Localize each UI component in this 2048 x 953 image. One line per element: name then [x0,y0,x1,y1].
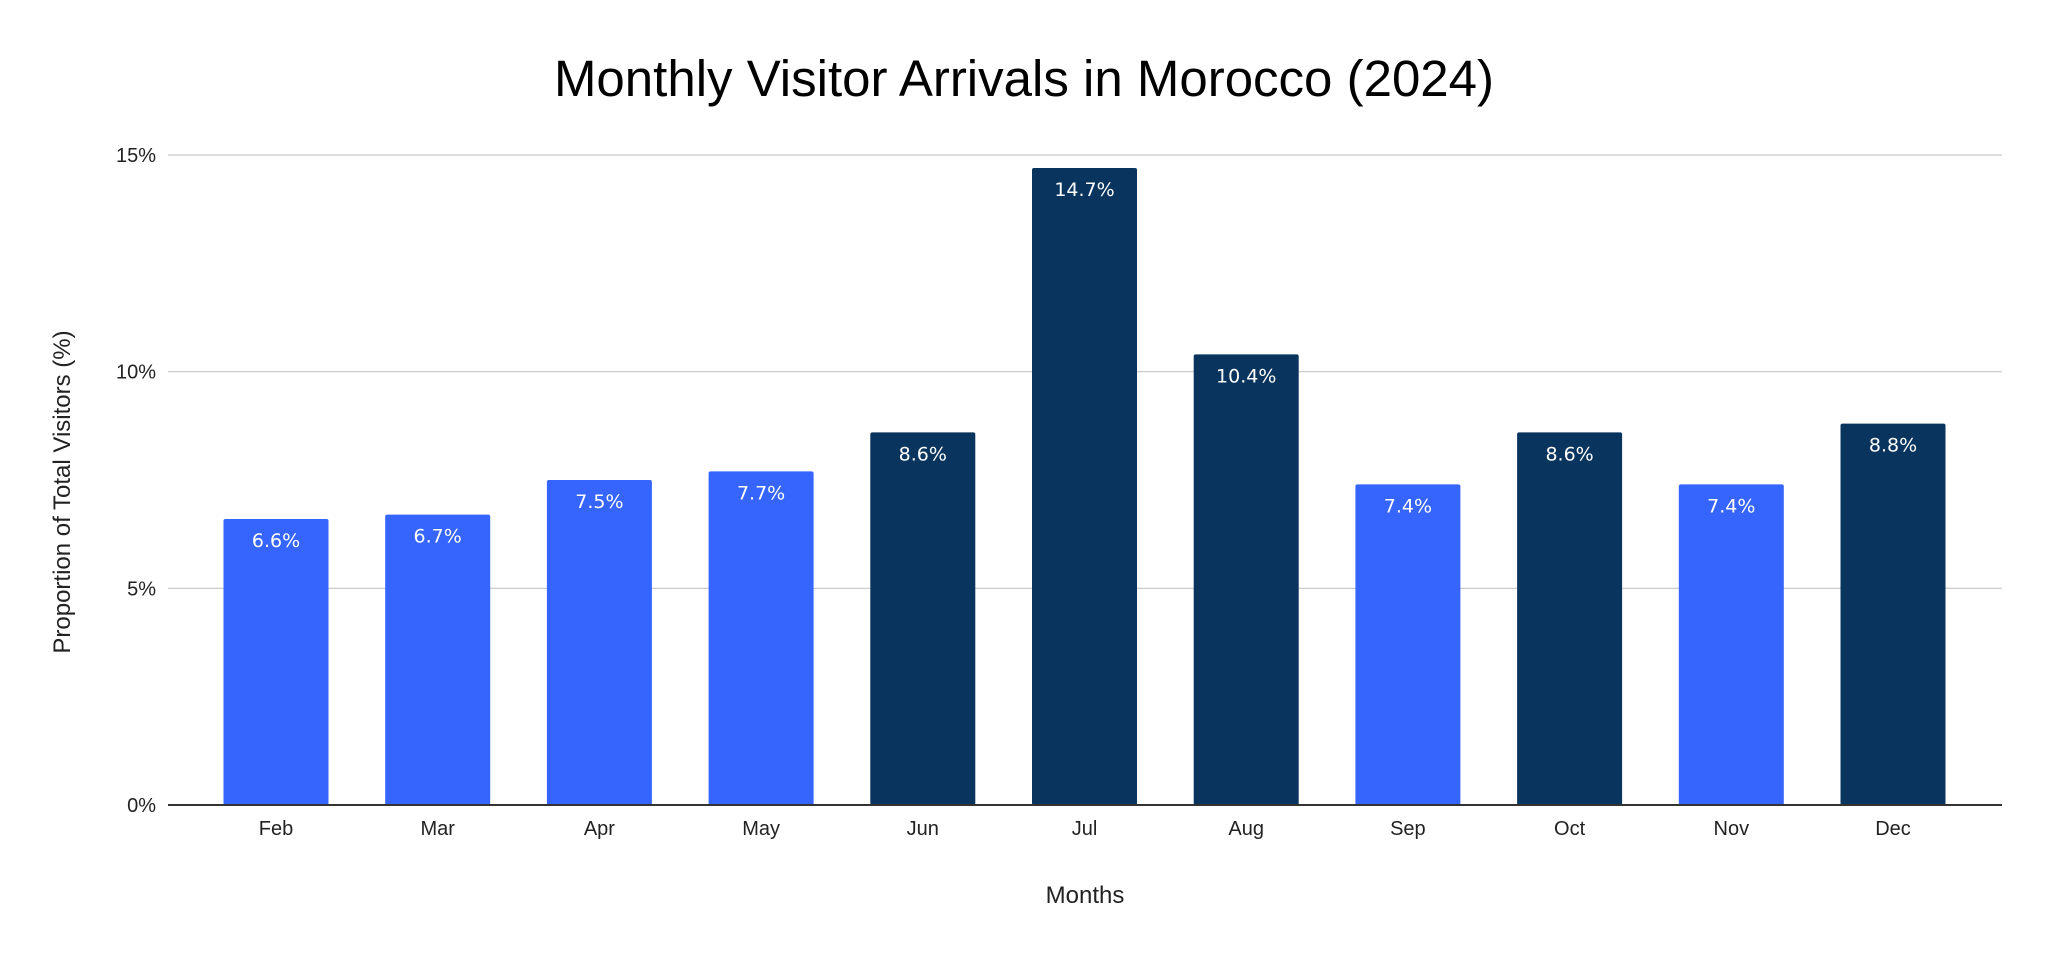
data-label: 8.8% [1869,435,1917,457]
bar-oct [1517,432,1623,805]
bar-aug [1193,354,1299,805]
x-tick-label: Nov [1714,818,1750,840]
x-tick-label: Apr [584,818,615,840]
x-tick-label: Oct [1554,818,1586,840]
bar-sep [1355,484,1461,805]
y-tick-label: 0% [127,795,156,817]
x-axis-title: Months [1046,882,1125,909]
x-tick-label: Jun [907,818,939,840]
data-label: 7.7% [737,482,785,504]
data-label: 8.6% [1545,443,1593,465]
data-label: 6.6% [252,530,300,552]
bar-may [708,471,814,805]
data-label: 7.4% [1384,495,1432,517]
y-tick-label: 10% [116,362,156,384]
chart-title: Monthly Visitor Arrivals in Morocco (202… [554,50,1494,107]
x-tick-label: Sep [1390,818,1426,840]
x-tick-label: Aug [1228,818,1264,840]
bar-jun [870,432,976,805]
x-tick-label: May [742,818,780,840]
data-label: 14.7% [1054,179,1114,201]
x-axis-ticks: Feb Mar Apr May Jun Jul Aug Sep Oct Nov Dec [259,818,1911,840]
y-axis-ticks: 0% 5% 10% 15% [116,145,156,817]
data-label: 8.6% [899,443,947,465]
y-tick-label: 15% [116,145,156,167]
y-tick-label: 5% [127,578,156,600]
data-label: 7.4% [1707,495,1755,517]
x-tick-label: Mar [420,818,455,840]
y-axis-title: Proportion of Total Visitors (%) [49,330,76,653]
bar-mar [385,514,491,805]
x-tick-label: Jul [1072,818,1098,840]
x-tick-label: Dec [1875,818,1911,840]
data-label: 10.4% [1216,365,1276,387]
bar-jul [1032,168,1137,805]
data-label: 6.7% [414,526,462,548]
bar-apr [546,480,652,805]
data-labels: 6.6% 6.7% 7.5% 7.7% 8.6% 14.7% 10.4% 7.4% 8.6% 7.… [252,179,1917,552]
bar-feb [223,519,329,805]
data-label: 7.5% [575,491,623,513]
bar-dec [1840,423,1946,805]
x-tick-label: Feb [259,818,293,840]
bars [223,168,1946,805]
bar-nov [1678,484,1784,805]
